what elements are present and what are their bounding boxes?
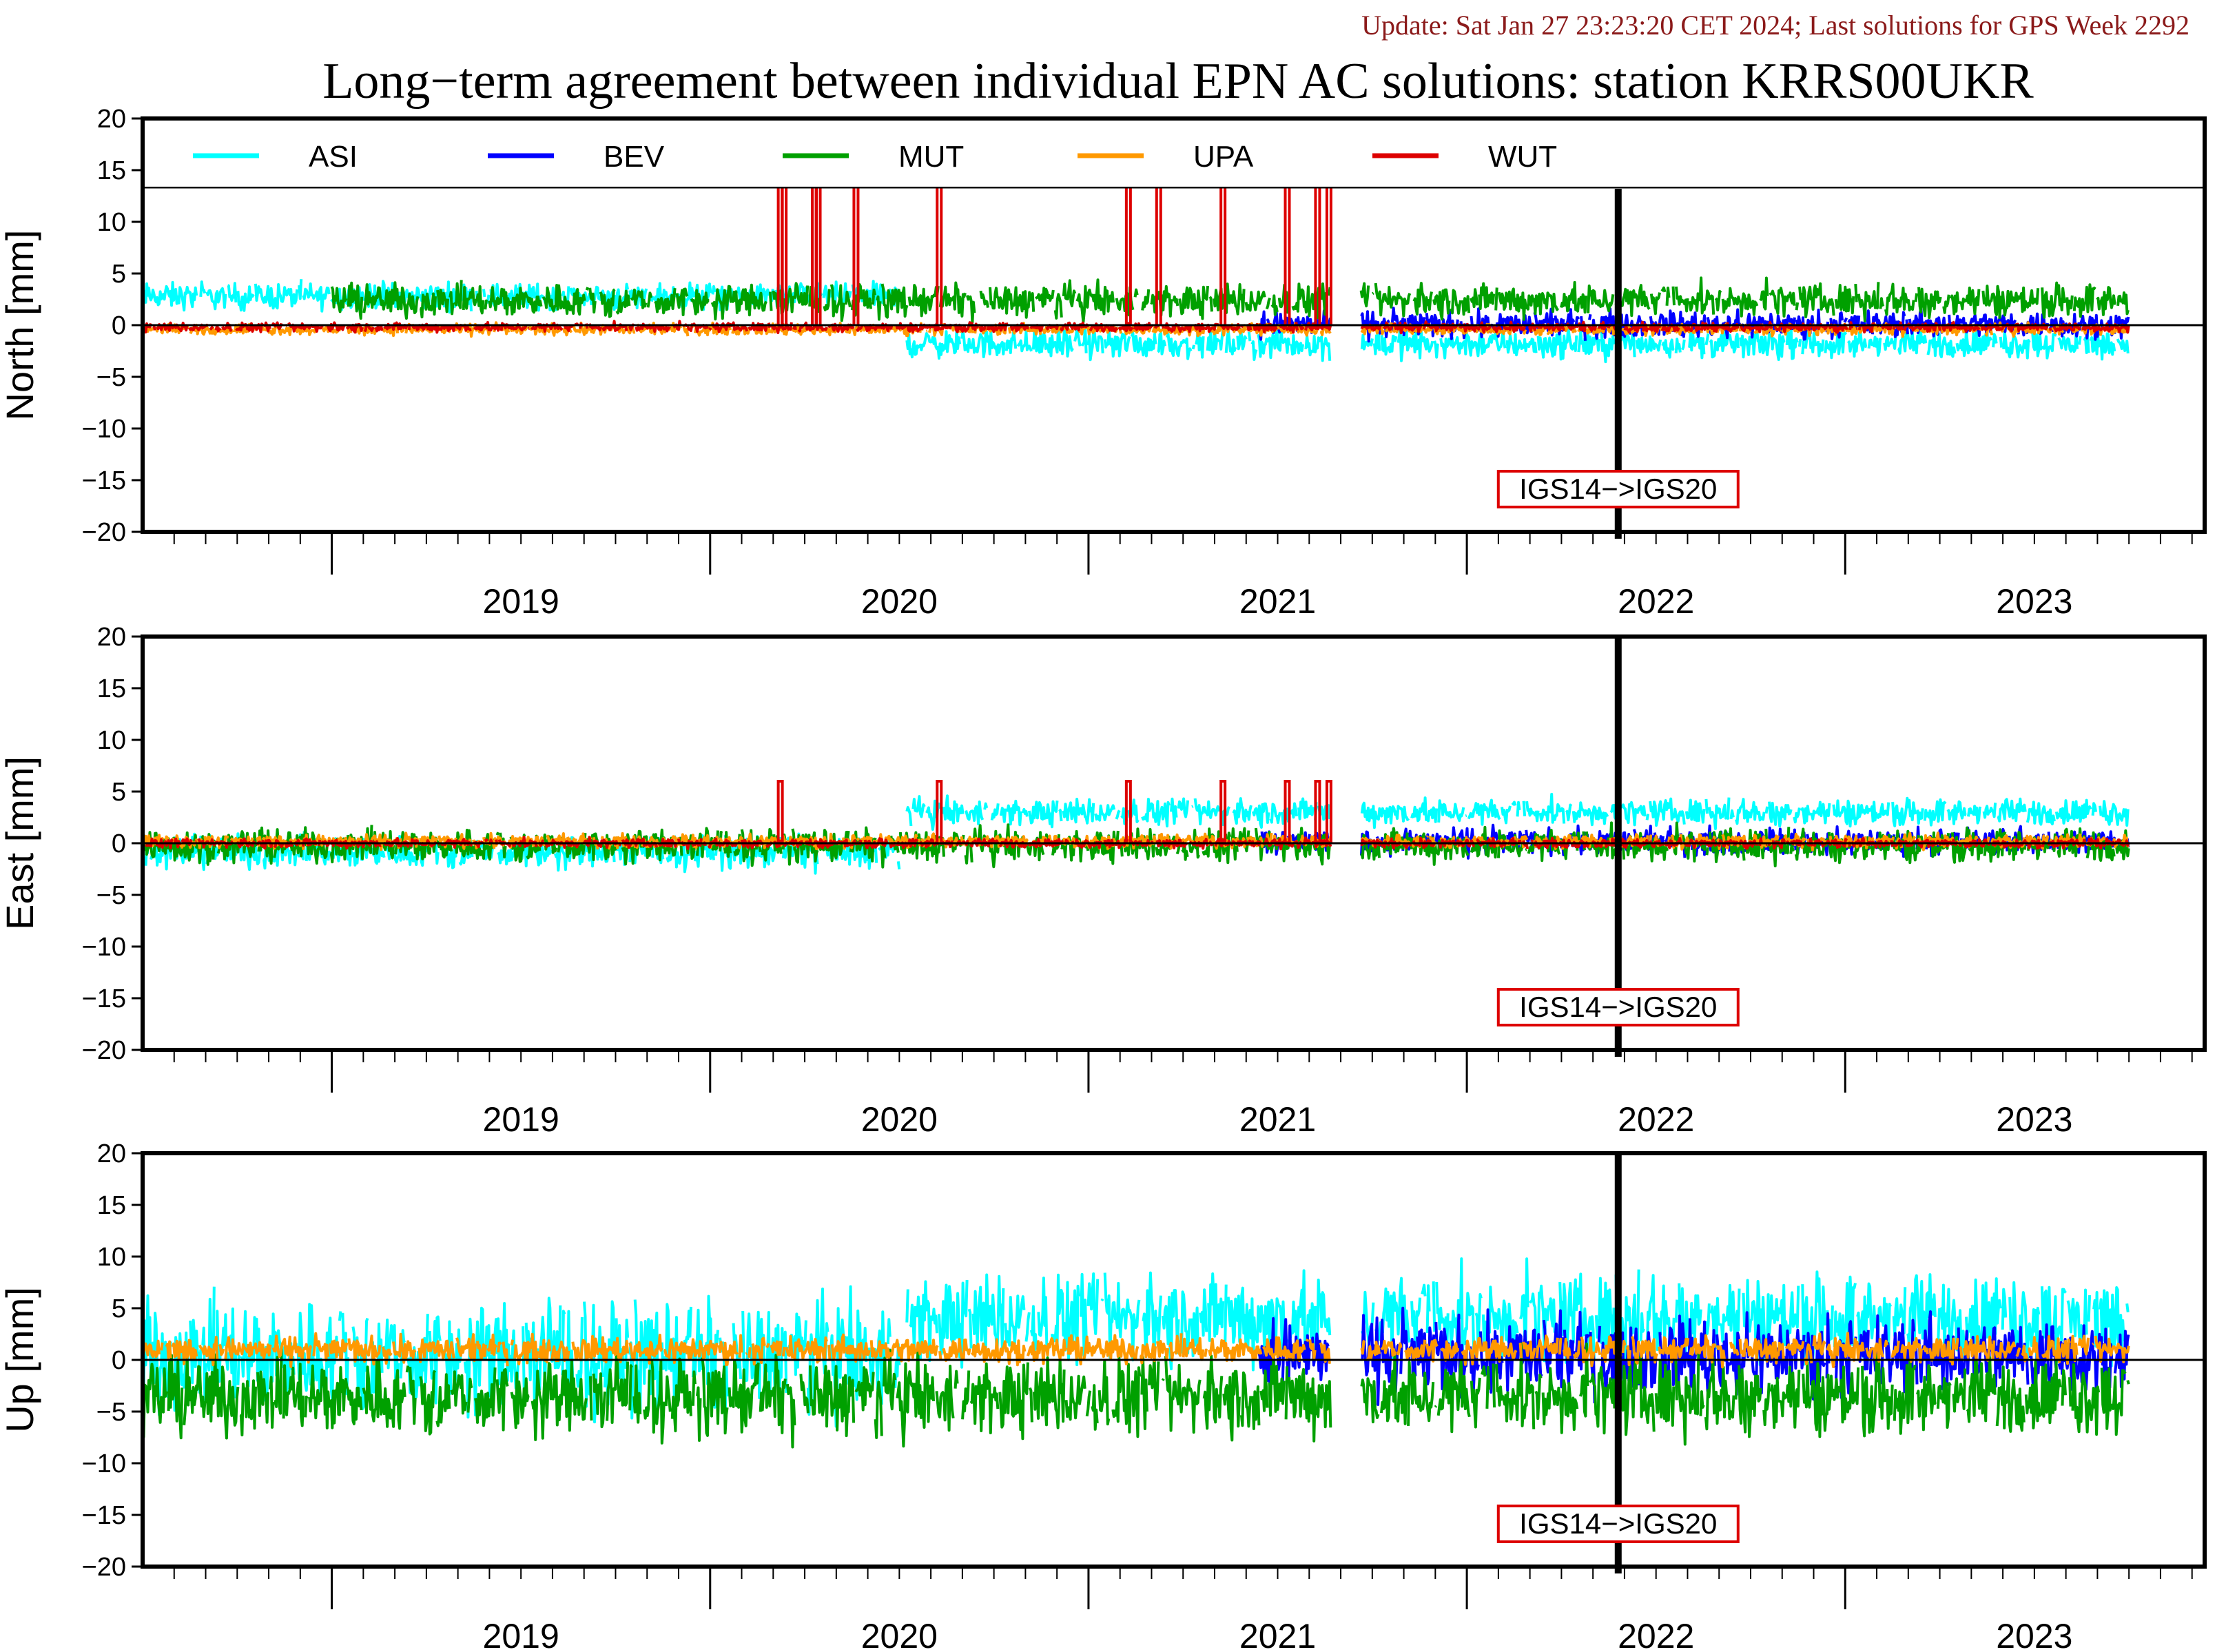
y-tick-label: 15 <box>97 674 126 703</box>
frame-change-annotation: IGS14−>IGS20 <box>1496 1505 1740 1543</box>
x-year-label: 2019 <box>483 1617 559 1652</box>
legend-background <box>145 121 2203 187</box>
y-tick-label: −5 <box>96 363 126 392</box>
series-spike-wut <box>776 780 784 843</box>
series-spike-wut <box>1284 780 1291 843</box>
chart-title: Long−term agreement between individual E… <box>322 53 2034 110</box>
y-tick-label: −15 <box>82 466 126 495</box>
x-year-label: 2020 <box>861 1617 938 1652</box>
legend-label-bev: BEV <box>604 140 665 174</box>
series-line-asi <box>905 792 2130 831</box>
x-year-label: 2023 <box>1996 1100 2072 1139</box>
legend-label-mut: MUT <box>898 140 964 174</box>
x-year-label: 2021 <box>1239 1617 1316 1652</box>
series-line-mut <box>143 1342 2130 1449</box>
y-tick-label: −5 <box>96 1398 126 1427</box>
plot-area <box>143 780 2130 875</box>
series-spike-wut <box>936 780 943 843</box>
annotation-box <box>1496 988 1740 1026</box>
series-line-mut <box>143 821 2130 869</box>
y-tick-label: 5 <box>112 778 126 807</box>
y-tick-label: 10 <box>97 1243 126 1272</box>
x-year-label: 2022 <box>1618 582 1694 621</box>
frame-change-annotation: IGS14−>IGS20 <box>1496 988 1740 1026</box>
plot-area <box>143 1257 2130 1449</box>
y-tick-label: 20 <box>97 623 126 652</box>
panel-up: 20 15 10 5 0 −5 −10 −15 −20 Up [mm] 2019 2020 2021 20… <box>0 1139 2207 1652</box>
panel-north: 20 15 10 5 0 −5 −10 −15 −20 North [mm] 2019 2020 202… <box>0 105 2207 621</box>
annotation-label: IGS14−>IGS20 <box>1519 473 1717 505</box>
series-line-mut <box>330 276 2130 324</box>
x-year-label: 2022 <box>1618 1617 1694 1652</box>
annotation-label: IGS14−>IGS20 <box>1519 991 1717 1023</box>
x-year-label: 2021 <box>1239 1100 1316 1139</box>
update-timestamp: Update: Sat Jan 27 23:23:20 CET 2024; La… <box>1361 10 2189 41</box>
y-tick-label: 20 <box>97 105 126 134</box>
y-tick-label: 10 <box>97 208 126 237</box>
y-tick-label: −15 <box>82 1501 126 1530</box>
y-tick-label: −20 <box>82 1036 126 1065</box>
y-tick-label: 15 <box>97 156 126 185</box>
legend-label-upa: UPA <box>1193 140 1254 174</box>
y-tick-label: −10 <box>82 933 126 962</box>
x-year-label: 2022 <box>1618 1100 1694 1139</box>
x-year-label: 2019 <box>483 1100 559 1139</box>
series-spike-wut <box>1219 780 1227 843</box>
y-tick-label: −10 <box>82 1449 126 1478</box>
y-tick-label: −10 <box>82 415 126 444</box>
annotation-box <box>1496 1505 1740 1543</box>
legend: ASI BEV MUT UPA WUT <box>143 121 2205 189</box>
y-tick-label: 20 <box>97 1139 126 1168</box>
y-tick-label: 0 <box>112 1346 126 1375</box>
series-line-asi <box>905 324 2130 364</box>
y-tick-label: 0 <box>112 311 126 340</box>
x-year-label: 2020 <box>861 1100 938 1139</box>
x-year-label: 2021 <box>1239 582 1316 621</box>
legend-label-asi: ASI <box>309 140 358 174</box>
y-tick-label: 10 <box>97 726 126 755</box>
x-year-label: 2023 <box>1996 1617 2072 1652</box>
panel-east: 20 15 10 5 0 −5 −10 −15 −20 East [mm] 2019 2020 2021… <box>0 623 2207 1139</box>
y-tick-label: 5 <box>112 1294 126 1323</box>
y-axis-title: North [mm] <box>0 230 41 421</box>
y-axis-title: Up [mm] <box>0 1287 41 1433</box>
series-spike-wut <box>1314 780 1321 843</box>
y-tick-label: 15 <box>97 1191 126 1220</box>
x-year-label: 2020 <box>861 582 938 621</box>
y-tick-label: −15 <box>82 984 126 1013</box>
series-spike-wut <box>1124 780 1132 843</box>
annotation-box <box>1496 470 1740 508</box>
legend-label-wut: WUT <box>1488 140 1557 174</box>
y-axis-title: East [mm] <box>0 756 41 930</box>
y-tick-label: −20 <box>82 518 126 547</box>
x-year-label: 2023 <box>1996 582 2072 621</box>
y-tick-label: 0 <box>112 829 126 858</box>
y-tick-label: −20 <box>82 1553 126 1582</box>
y-tick-label: −5 <box>96 881 126 910</box>
y-tick-label: 5 <box>112 260 126 289</box>
frame-change-annotation: IGS14−>IGS20 <box>1496 470 1740 508</box>
series-spike-wut <box>1325 780 1332 843</box>
x-year-label: 2019 <box>483 582 559 621</box>
annotation-label: IGS14−>IGS20 <box>1519 1507 1717 1540</box>
